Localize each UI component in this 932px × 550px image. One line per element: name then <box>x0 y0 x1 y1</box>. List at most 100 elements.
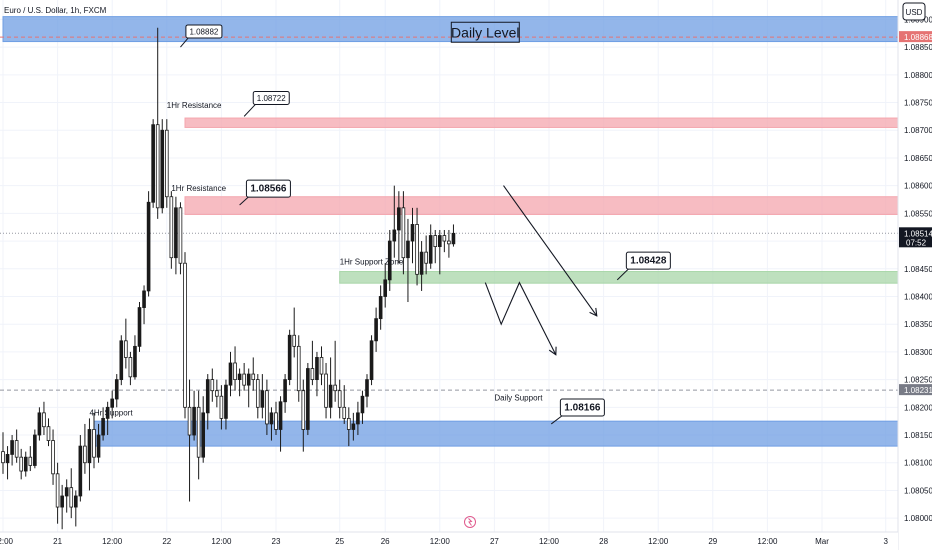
candle-body-down <box>319 357 324 375</box>
candle-body-down <box>178 207 183 264</box>
candle-body-up <box>137 307 142 347</box>
candle-body-up <box>110 398 115 408</box>
candle <box>442 229 447 253</box>
time-tick-label: 29 <box>708 537 717 546</box>
candle-body-up <box>160 129 165 209</box>
candle <box>360 390 365 424</box>
candle <box>433 229 438 264</box>
candle <box>383 263 388 308</box>
time-axis-ticks[interactable]: 12:00 21 12:00 22 12:00 23 25 26 12:00 27 12:00 28 1… <box>0 537 888 546</box>
candle-body-down <box>346 417 351 430</box>
callout-high: 1.08882 <box>180 24 223 48</box>
horizontal-lines-layer <box>0 36 898 391</box>
candle <box>292 307 297 358</box>
candle <box>110 390 115 419</box>
price-tick-label: 1.08050 <box>904 486 932 495</box>
price-tick-label: 1.08450 <box>904 265 932 274</box>
candle-body-down <box>196 406 201 458</box>
candle-body-down <box>251 373 256 381</box>
price-tag-countdown: 07:52 <box>906 238 927 247</box>
time-tick-label: 28 <box>599 537 608 546</box>
time-tick-label: Mar <box>815 537 829 546</box>
candle-body-up <box>114 379 119 400</box>
callouts-layer: 1.08882 1.08722 1.08566 1.08428 1.08166 <box>180 24 671 425</box>
candle <box>14 429 19 463</box>
candle-body-up <box>33 434 37 466</box>
candle <box>324 362 328 419</box>
candles-layer <box>1 27 456 530</box>
candle <box>451 224 456 247</box>
label-4hr-support: 4Hr Support <box>89 409 133 418</box>
candle <box>73 490 78 527</box>
candle-body-up <box>205 379 210 414</box>
callout-label: 1.08882 <box>189 27 218 36</box>
projection-arrow-zigzag <box>484 281 557 356</box>
label-daily-support: Daily Support <box>494 394 543 403</box>
candle-body-up <box>23 456 28 472</box>
price-tag-label: 1.08868 <box>904 33 932 42</box>
candle-body-up <box>397 207 401 231</box>
candle <box>228 351 233 397</box>
candle-body-down <box>242 373 246 386</box>
daily-level-label-box <box>450 21 520 43</box>
candle-body-up <box>387 240 392 281</box>
candle-body-down <box>215 390 219 397</box>
candle-body-down <box>83 445 87 464</box>
candle <box>365 374 369 408</box>
candle <box>1 432 5 474</box>
candle <box>92 412 96 469</box>
candle-body-up <box>105 406 110 419</box>
price-tick-label: 1.08200 <box>904 403 932 412</box>
candle <box>192 390 196 441</box>
candle-body-down <box>301 390 306 430</box>
candle-body-up <box>142 290 146 308</box>
candle-body-up <box>73 495 78 508</box>
price-axis-background <box>898 0 932 550</box>
candle-body-down <box>155 124 160 209</box>
candle-body-down <box>310 368 315 381</box>
candle-body-up <box>283 379 287 403</box>
candle <box>265 379 269 436</box>
candle <box>269 407 274 441</box>
candle-body-down <box>210 379 215 392</box>
candle-body-down <box>69 487 74 508</box>
price-tick-label: 1.08350 <box>904 320 932 329</box>
candle-body-up <box>246 373 251 386</box>
time-tick-label: 21 <box>53 537 62 546</box>
candle <box>133 335 137 380</box>
candle <box>319 346 324 386</box>
candle <box>233 346 237 391</box>
price-tag-bg <box>899 227 932 248</box>
price-tick-label: 1.08600 <box>904 182 932 191</box>
candle <box>410 207 415 264</box>
candle-body-up <box>419 251 424 275</box>
candle-body-up <box>378 296 383 320</box>
candle <box>124 318 128 369</box>
candle <box>51 429 55 485</box>
candle <box>260 374 265 419</box>
candle <box>178 202 183 275</box>
candle-body-up <box>133 345 137 378</box>
candle <box>128 351 133 386</box>
candle <box>187 379 192 502</box>
currency-button[interactable]: USD <box>902 2 926 21</box>
candle <box>242 362 246 391</box>
time-tick-label: 22 <box>162 537 171 546</box>
price-tag-label: 1.08231 <box>904 386 932 395</box>
price-tick-label: 1.08250 <box>904 376 932 385</box>
candle <box>437 229 442 275</box>
candle-body-up <box>306 368 310 430</box>
candle-body-up <box>328 384 333 408</box>
candle-body-up <box>351 423 356 430</box>
candle-body-up <box>287 334 292 381</box>
candle <box>401 191 406 275</box>
candle-body-up <box>392 229 397 242</box>
candle-body-down <box>337 390 342 408</box>
candle <box>374 307 378 352</box>
callout-box <box>245 179 291 198</box>
candle <box>64 479 69 513</box>
callout-1hr-support: 1.08428 <box>616 251 671 281</box>
time-tick-label: 26 <box>381 537 390 546</box>
candle-body-up <box>174 207 178 259</box>
